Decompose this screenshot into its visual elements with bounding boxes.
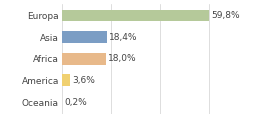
Bar [62,53,106,65]
Text: 0,2%: 0,2% [64,98,87,107]
Text: 3,6%: 3,6% [73,76,95,85]
Bar [62,31,107,43]
Text: 18,4%: 18,4% [109,33,137,42]
Text: 59,8%: 59,8% [211,11,240,20]
Bar [62,10,209,21]
Bar [62,75,71,86]
Text: 18,0%: 18,0% [108,54,137,63]
